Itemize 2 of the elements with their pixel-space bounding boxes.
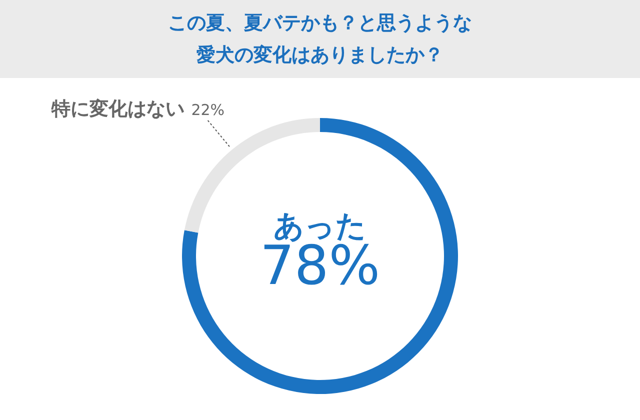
slice-label: 特に変化はない 22% xyxy=(52,98,225,120)
title: この夏、夏バテかも？と思うような愛犬の変化はありましたか？ xyxy=(167,11,473,68)
